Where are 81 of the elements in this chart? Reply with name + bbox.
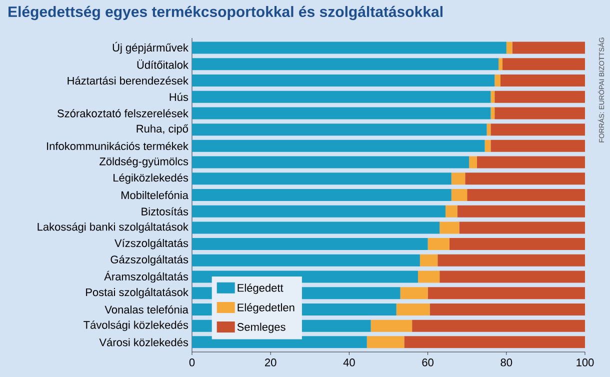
y-tick-label: Biztosítás — [142, 207, 188, 216]
bar — [418, 270, 440, 283]
bar — [366, 336, 404, 348]
y-tick-label: Infokommunikációs termékek — [47, 142, 188, 150]
bar — [400, 287, 428, 300]
bar — [459, 222, 585, 234]
y-tick-label: Városi közlekedés — [99, 338, 188, 346]
x-tick-label: 40 — [343, 358, 355, 366]
bar — [486, 124, 491, 136]
bar — [498, 58, 502, 70]
bar — [192, 107, 491, 120]
y-tick-label: Gázszolgáltatás — [110, 255, 188, 266]
y-tick-label: Mobiltelefónia — [122, 190, 188, 200]
chart-title: Elégedettség egyes termékcsoportokkal és szolgáltatásokkal — [8, 6, 442, 20]
bar — [484, 140, 491, 152]
bar — [440, 270, 585, 283]
bar — [192, 124, 487, 136]
y-tick-label: Hús — [170, 92, 188, 101]
x-tick-label: 20 — [265, 358, 276, 366]
bar — [396, 303, 430, 316]
legend-label: Elégedett — [238, 284, 284, 294]
y-tick-label: Szórakoztató felszerelések — [58, 109, 188, 118]
bar — [449, 238, 585, 250]
bar — [502, 58, 585, 70]
bar — [192, 188, 452, 201]
bar — [430, 303, 585, 316]
y-tick-label: Zöldség-gyümölcs — [100, 157, 188, 168]
bar — [465, 172, 585, 185]
legend-label: Semleges — [237, 322, 286, 334]
bar — [192, 222, 440, 234]
x-tick-label: 60 — [422, 358, 434, 366]
y-tick-label: Légiközlekedés — [114, 173, 188, 184]
y-tick-label: Áramszolgáltatás — [104, 270, 188, 283]
bar — [451, 188, 468, 201]
bar — [500, 74, 585, 87]
bar — [192, 140, 485, 152]
y-tick-label: Távolsági közlekedés — [84, 320, 188, 332]
bar — [490, 124, 585, 136]
y-tick-label: Lakossági banki szolgáltatások — [38, 222, 188, 233]
y-tick-label: Háztartási berendezések — [68, 76, 188, 85]
bar — [438, 254, 585, 266]
y-tick-label: Vízszolgáltatás — [114, 238, 188, 250]
bar — [428, 287, 585, 300]
bar — [494, 90, 585, 103]
bar — [192, 90, 491, 103]
bar — [192, 205, 446, 218]
bar — [428, 238, 450, 250]
bar — [192, 156, 470, 168]
bar — [512, 42, 585, 54]
bar — [494, 107, 585, 120]
legend-label: Elégedetlen — [238, 303, 294, 314]
bar — [192, 42, 506, 54]
bar — [192, 254, 420, 266]
bar — [476, 156, 585, 168]
bar — [192, 238, 428, 250]
bar — [445, 205, 458, 218]
bar — [412, 320, 585, 332]
x-tick-label: 80 — [500, 358, 512, 366]
x-tick-label: 0 — [189, 358, 195, 366]
x-tick-label: 100 — [576, 358, 594, 366]
bar — [192, 172, 452, 185]
bar — [490, 140, 585, 152]
y-tick-label: Új gépjárművek — [112, 42, 188, 54]
bar — [404, 336, 585, 348]
bar — [192, 58, 499, 70]
bar — [420, 254, 438, 266]
bar — [457, 205, 585, 218]
y-tick-label: Vonalas telefónia — [104, 305, 188, 314]
bar — [370, 320, 412, 332]
y-tick-label: Postai szolgáltatások — [86, 288, 188, 298]
bar — [440, 222, 460, 234]
bar — [451, 172, 466, 185]
bar — [506, 42, 512, 54]
bar — [494, 74, 501, 87]
bar — [192, 74, 495, 87]
bar — [467, 188, 585, 201]
y-tick-label: Ruha, cipő — [136, 124, 188, 135]
bar — [469, 156, 477, 168]
bar — [490, 90, 495, 103]
bar — [490, 107, 495, 120]
y-tick-label: Üdítőitalok — [137, 60, 188, 69]
